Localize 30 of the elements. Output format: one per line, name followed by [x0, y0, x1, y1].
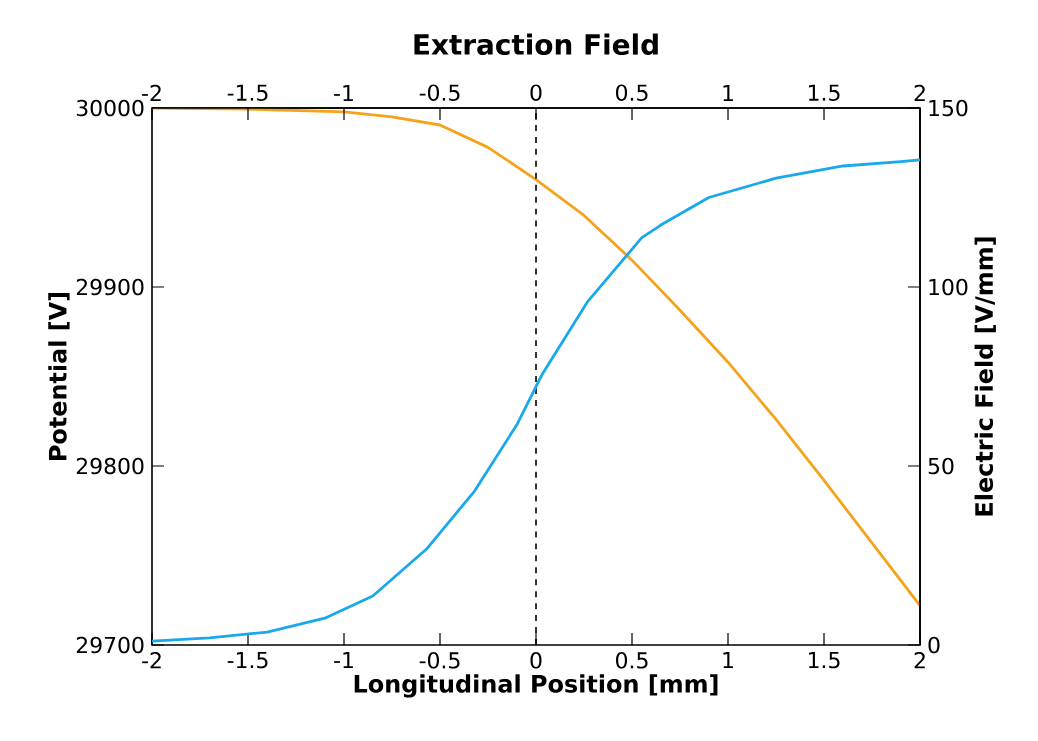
x2-tick-label: -0.5 [419, 652, 460, 669]
x-tick-label: -2 [142, 84, 161, 101]
x-axis-title: Longitudinal Position [mm] [354, 674, 718, 698]
y-tick-label: 29800 [76, 457, 144, 475]
y2-tick-label: 150 [929, 99, 968, 117]
x-tick-label: -1 [334, 84, 353, 101]
x2-tick-label: 0.5 [616, 652, 648, 669]
y-tick-label: 29700 [76, 636, 144, 654]
y2-tick-label: 100 [929, 278, 968, 296]
x2-tick-label: 1 [723, 652, 733, 669]
x2-tick-label: 0 [530, 652, 542, 669]
x-tick-label: 0.5 [616, 84, 648, 101]
x2-tick-label: -1 [334, 652, 353, 669]
y-tick-label: 29900 [76, 278, 144, 296]
x-tick-label: 1.5 [808, 84, 840, 101]
chart-title: Extraction Field [414, 33, 658, 56]
y2-tick-label: 50 [928, 457, 954, 475]
y-tick-label: 30000 [76, 99, 144, 117]
y-axis-title: Potential [V] [48, 292, 70, 460]
x2-tick-label: -1.5 [227, 652, 268, 669]
x-tick-label: 0 [530, 84, 542, 101]
x-tick-label: 1 [723, 84, 733, 101]
x2-tick-label: -2 [142, 652, 161, 669]
x-tick-label: -0.5 [419, 84, 460, 101]
x2-tick-label: 1.5 [808, 652, 840, 669]
x2-tick-label: 2 [914, 652, 925, 669]
x-tick-label: 2 [914, 84, 925, 101]
y2-axis-title: Electric Field [V/mm] [974, 237, 996, 516]
x-tick-label: -1.5 [227, 84, 268, 101]
y2-tick-label: 0 [928, 636, 940, 654]
